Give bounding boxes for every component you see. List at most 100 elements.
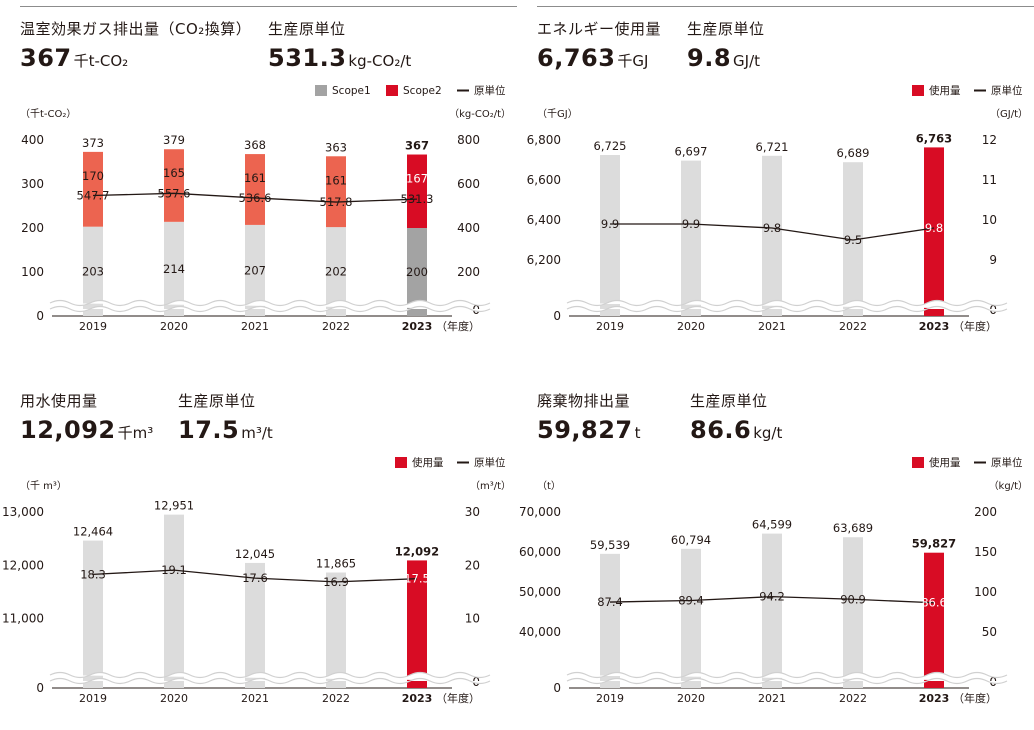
value-number: 6,763 (537, 44, 616, 72)
legend-label: 原単位 (474, 84, 506, 97)
panel-title-2: 生産原単位 (690, 392, 768, 410)
scope2-label: 170 (82, 169, 104, 183)
value2-unit: kg/t (753, 424, 783, 442)
axis-break-line (49, 305, 491, 313)
left-tick-label: 60,000 (519, 545, 561, 559)
legend-label: 原単位 (474, 456, 506, 469)
scope2-label: 161 (244, 171, 266, 185)
panel-title-2: 生産原単位 (268, 20, 346, 38)
legend-swatch (912, 85, 924, 96)
panel-title: エネルギー使用量 (537, 20, 662, 38)
scope1-label: 207 (244, 263, 266, 277)
bar-value-label: 59,539 (590, 538, 630, 552)
bar-value-label: 6,763 (916, 131, 952, 145)
legend-label: 使用量 (412, 456, 444, 469)
panel-value-2: 86.6 kg/t (690, 416, 782, 444)
right-tick-label: 150 (974, 545, 997, 559)
x-tick-label: 2023 (402, 692, 433, 705)
left-tick-label: 0 (553, 309, 561, 323)
right-tick-label: 12 (982, 133, 997, 147)
intensity-label: 19.1 (161, 563, 187, 577)
right-tick-label: 50 (982, 625, 997, 639)
right-tick-label: 10 (982, 213, 997, 227)
right-tick-label: 200 (457, 265, 480, 279)
panel-value: 367 千t-CO₂ (20, 44, 128, 72)
bar (762, 155, 782, 316)
axis-break-line (49, 671, 491, 679)
waste-panel: 廃棄物排出量 生産原単位 59,827 t 86.6 kg/t 原単位 使用量 （t）（… (519, 378, 1034, 730)
legend: 原単位 使用量 (912, 456, 1023, 469)
panel-value: 6,763 千GJ (537, 44, 648, 72)
x-tick-label: 2023 (919, 320, 950, 333)
bar-value-label: 6,721 (756, 140, 789, 154)
intensity-label: 9.8 (925, 221, 943, 235)
axis-break-line (566, 671, 1008, 679)
x-tick-label: 2023 (919, 692, 950, 705)
value2-number: 86.6 (690, 416, 752, 444)
x-tick-label: 2020 (677, 692, 705, 705)
intensity-label: 87.4 (597, 595, 623, 609)
energy-panel: エネルギー使用量 生産原単位 6,763 千GJ 9.8 GJ/t 原単位 使用量 （千… (527, 6, 1034, 358)
ghg-panel: 温室効果ガス排出量（CO₂換算） 生産原単位 367 千t-CO₂ 531.3 kg… (20, 6, 517, 358)
value2-number: 9.8 (687, 44, 732, 72)
value2-unit: m³/t (241, 424, 273, 442)
left-tick-label: 11,000 (2, 612, 44, 626)
value-unit: t (634, 424, 641, 442)
bar (245, 562, 265, 688)
bar (600, 553, 620, 688)
legend-label: 原単位 (991, 84, 1023, 97)
intensity-line (610, 223, 935, 241)
value2-number: 531.3 (268, 44, 347, 72)
axis-break-band (50, 672, 490, 684)
left-tick-label: 100 (21, 265, 44, 279)
legend: 原単位 使用量 (912, 84, 1023, 97)
x-tick-label: 2021 (241, 692, 269, 705)
intensity-label: 9.5 (844, 233, 862, 247)
total-label: 379 (163, 133, 185, 147)
right-axis-unit: （kg/t） (989, 480, 1028, 492)
x-tick-label: 2020 (160, 320, 188, 333)
bar-value-label: 63,689 (833, 521, 873, 535)
scope1-label: 214 (163, 262, 185, 276)
axis-break-line (566, 299, 1008, 307)
scope2-label: 165 (163, 166, 185, 180)
x-axis-unit: （年度） (953, 691, 997, 705)
intensity-label: 90.9 (840, 592, 866, 606)
bar-scope2 (326, 156, 346, 228)
intensity-label: 9.9 (682, 217, 700, 231)
total-label: 363 (325, 140, 347, 154)
left-tick-label: 12,000 (2, 558, 44, 572)
axis-break-band (50, 300, 490, 312)
left-tick-label: 6,400 (527, 213, 561, 227)
intensity-label: 18.3 (80, 567, 106, 581)
bar (681, 548, 701, 688)
intensity-label: 94.2 (759, 590, 785, 604)
legend-label: 使用量 (929, 456, 961, 469)
legend-swatch (315, 85, 327, 96)
scope1-label: 203 (82, 264, 104, 278)
intensity-label: 9.9 (601, 217, 619, 231)
value2-number: 17.5 (178, 416, 240, 444)
x-tick-label: 2022 (839, 692, 867, 705)
x-tick-label: 2022 (322, 320, 350, 333)
x-tick-label: 2019 (596, 692, 624, 705)
panel-title: 用水使用量 (20, 392, 98, 410)
right-tick-label: 100 (974, 585, 997, 599)
bar-value-label: 60,794 (671, 533, 711, 547)
x-tick-label: 2021 (758, 320, 786, 333)
right-axis-unit: （kg-CO₂/t） (449, 108, 511, 120)
intensity-label: 547.7 (77, 189, 110, 203)
bar-value-label: 64,599 (752, 518, 792, 532)
axis-break-line (566, 677, 1008, 685)
bar-value-label: 12,464 (73, 525, 113, 539)
value-number: 12,092 (20, 416, 116, 444)
right-tick-label: 11 (982, 173, 997, 187)
bar-scope2 (83, 151, 103, 227)
intensity-line (92, 192, 418, 203)
panel-title-2: 生産原単位 (687, 20, 765, 38)
bar (843, 162, 863, 316)
panel-value: 59,827 t (537, 416, 641, 444)
bar (762, 533, 782, 688)
panel-rule (20, 6, 517, 7)
value-unit: 千m³ (117, 424, 154, 442)
